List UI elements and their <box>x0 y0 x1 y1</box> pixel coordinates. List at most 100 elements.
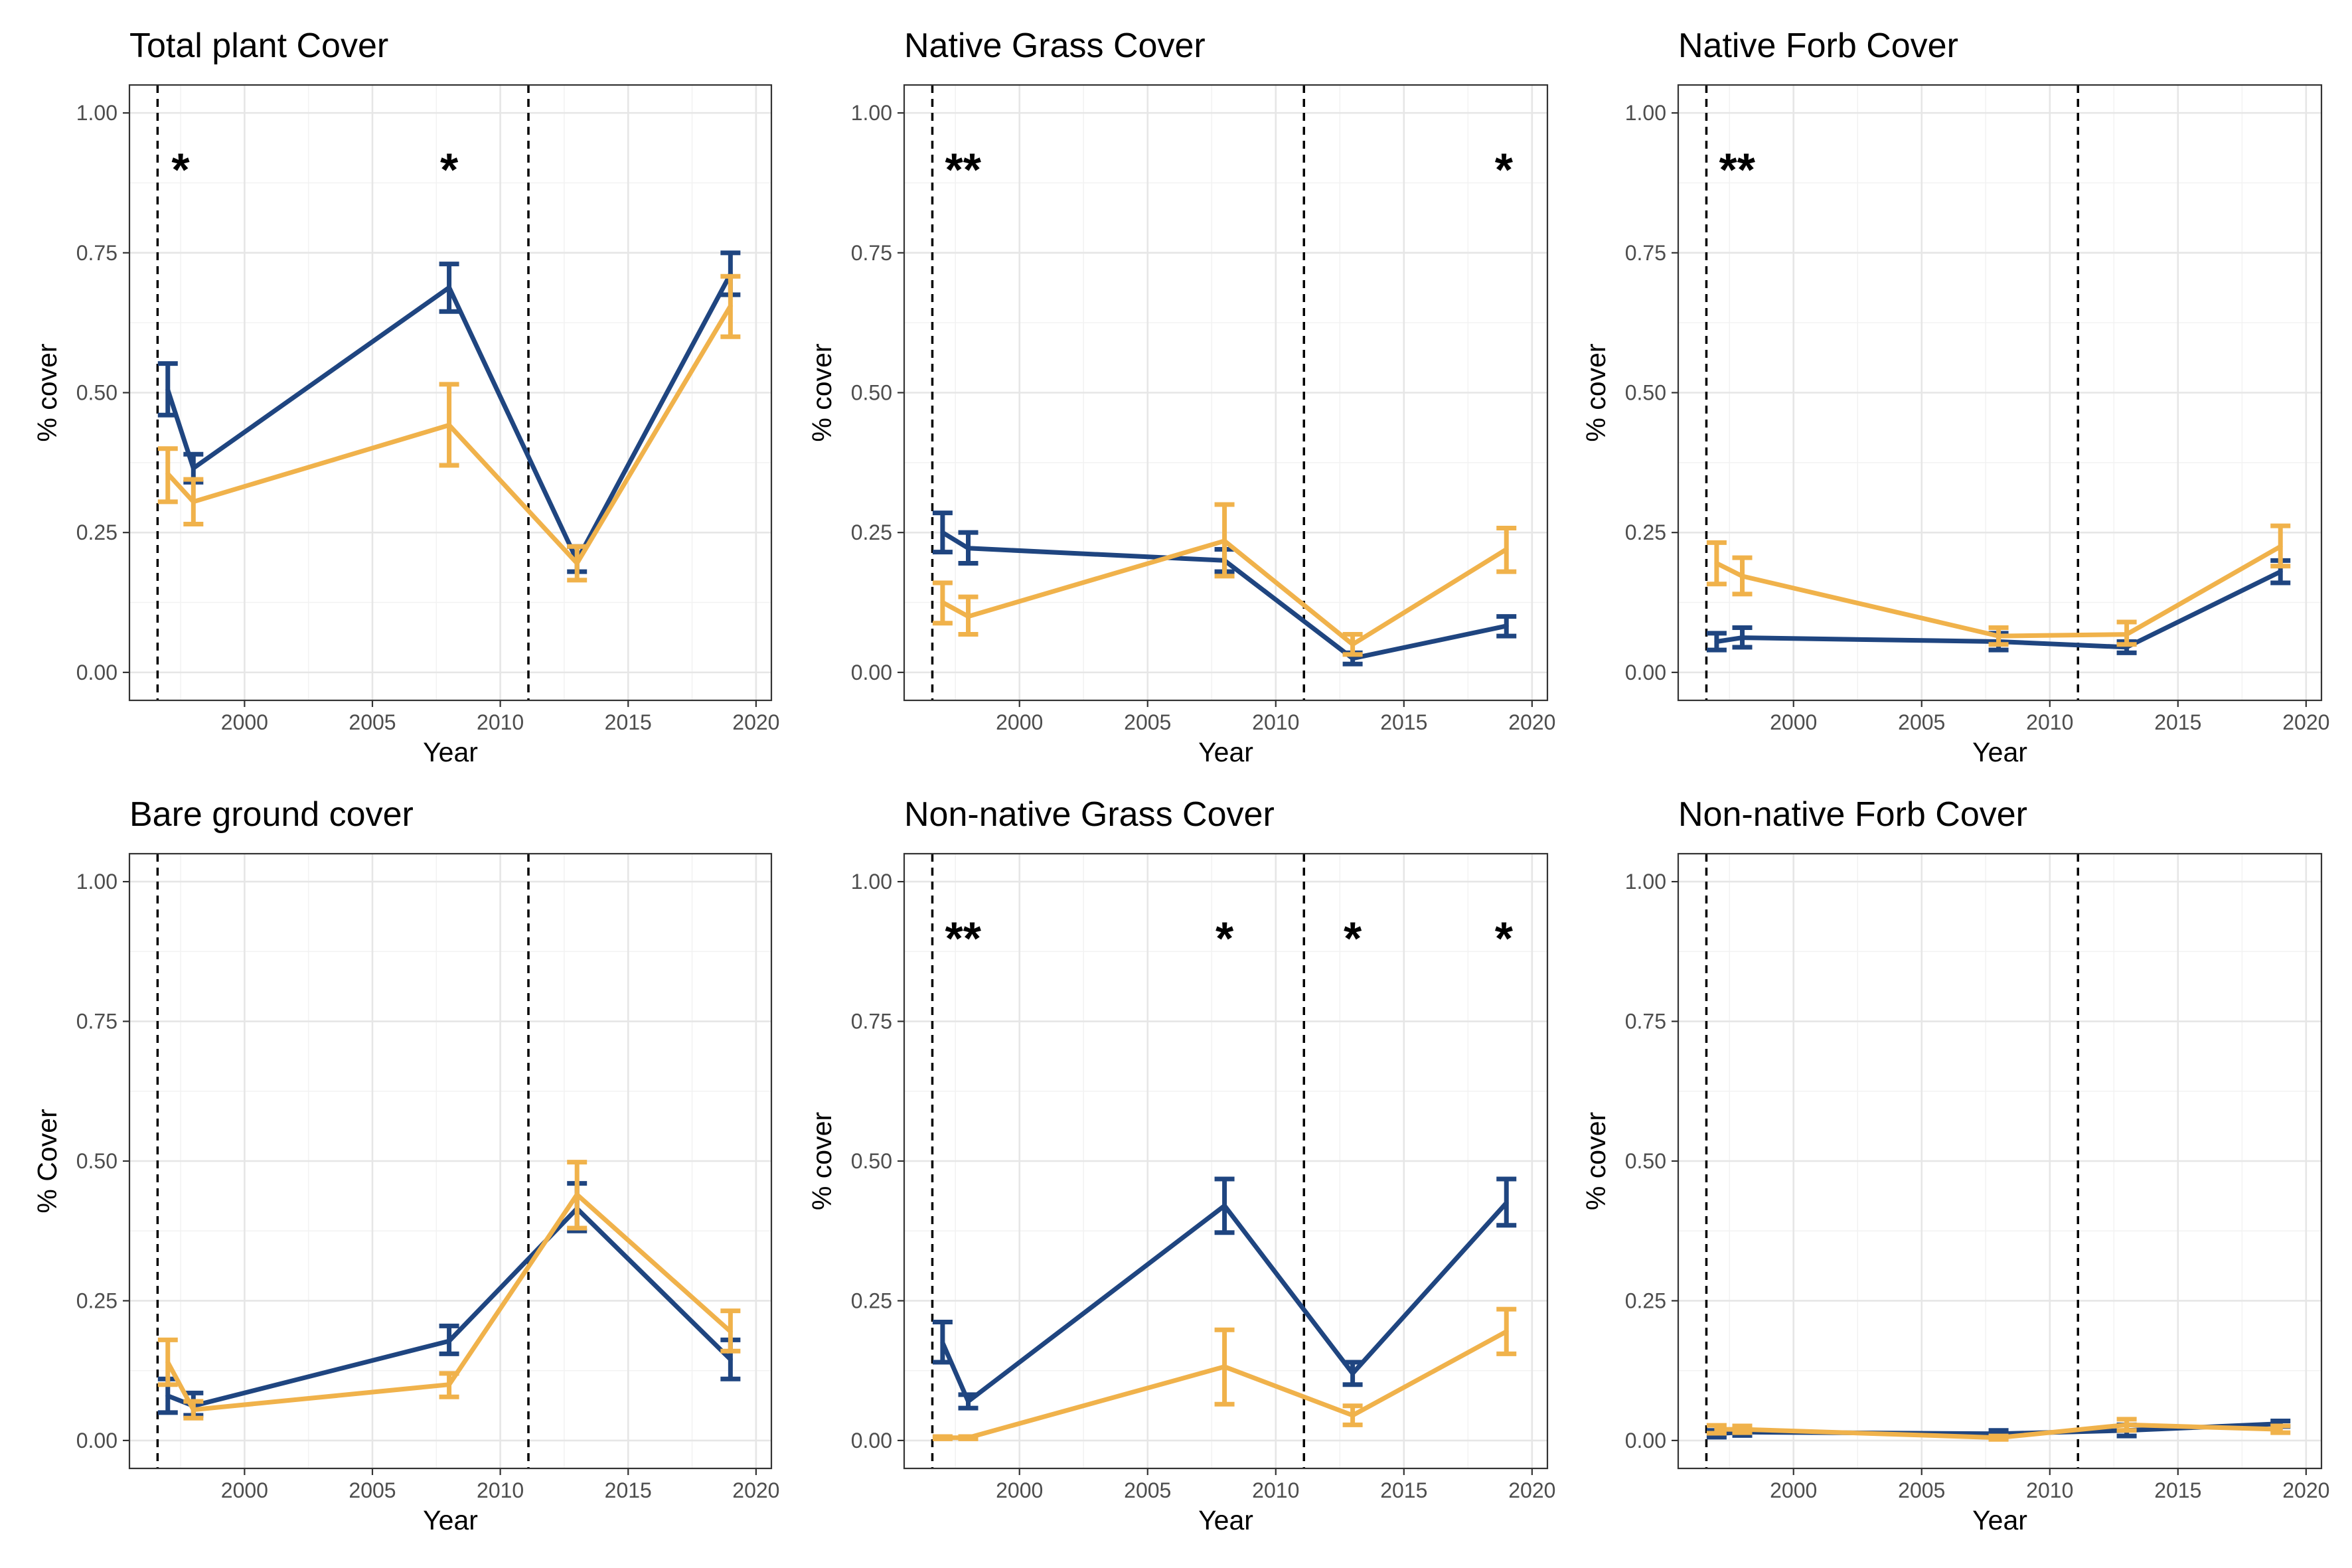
x-tick-label: 2020 <box>2282 1478 2329 1502</box>
y-tick-label: 0.50 <box>76 1149 118 1173</box>
y-tick-label: 0.75 <box>851 241 892 265</box>
panel-3: ** 0.00 0.25 0.50 0.75 1.00 2000 2005 2010 2015 20… <box>1581 27 2329 767</box>
x-axis-label: Year <box>1198 737 1253 767</box>
x-tick-label: 2015 <box>1380 710 1427 734</box>
y-tick-label: 0.25 <box>851 520 892 544</box>
significance-marker: ** <box>945 144 982 196</box>
y-tick-label: 1.00 <box>76 101 118 125</box>
significance-marker: * <box>1495 144 1514 196</box>
y-tick-label: 0.75 <box>1625 241 1666 265</box>
series-line-2 <box>165 1192 733 1413</box>
significance-marker: * <box>440 144 459 196</box>
x-tick-label: 2020 <box>1508 710 1555 734</box>
x-tick-label: 2015 <box>605 710 652 734</box>
y-tick-label: 1.00 <box>76 870 118 894</box>
x-tick-label: 2015 <box>605 1478 652 1502</box>
x-tick-label: 2015 <box>2154 710 2201 734</box>
y-tick-label: 1.00 <box>1625 101 1666 125</box>
x-tick-label: 2010 <box>2026 710 2073 734</box>
y-tick-label: 0.00 <box>76 1429 118 1452</box>
y-axis-label: % cover <box>32 343 62 441</box>
y-tick-label: 0.00 <box>1625 661 1666 684</box>
x-tick-label: 2010 <box>1252 1478 1299 1502</box>
x-axis-label: Year <box>1972 1505 2027 1535</box>
y-tick-label: 0.50 <box>1625 1149 1666 1173</box>
y-tick-label: 0.00 <box>851 661 892 684</box>
x-tick-label: 2000 <box>1770 710 1817 734</box>
y-tick-label: 0.25 <box>851 1289 892 1312</box>
y-tick-label: 0.00 <box>76 661 118 684</box>
y-tick-label: 0.50 <box>851 381 892 405</box>
panel-title: Bare ground cover <box>129 795 414 834</box>
y-tick-label: 0.50 <box>1625 381 1666 405</box>
significance-marker: * <box>1215 913 1234 965</box>
y-tick-label: 1.00 <box>851 870 892 894</box>
x-tick-label: 2005 <box>1124 1478 1171 1502</box>
x-tick-label: 2015 <box>2154 1478 2201 1502</box>
x-tick-label: 2005 <box>1898 710 1945 734</box>
x-axis-label: Year <box>1198 1505 1253 1535</box>
significance-marker: * <box>1495 913 1514 965</box>
y-tick-label: 0.00 <box>1625 1429 1666 1452</box>
x-tick-label: 2000 <box>221 710 268 734</box>
y-axis-label: % Cover <box>32 1109 62 1213</box>
y-axis-label: % cover <box>1581 1112 1611 1210</box>
x-tick-label: 2010 <box>2026 1478 2073 1502</box>
series-line-1 <box>940 1200 1509 1404</box>
x-tick-label: 2005 <box>349 710 396 734</box>
y-tick-label: 1.00 <box>1625 870 1666 894</box>
x-tick-label: 2015 <box>1380 1478 1427 1502</box>
x-tick-label: 2020 <box>1508 1478 1555 1502</box>
y-tick-label: 0.50 <box>851 1149 892 1173</box>
x-tick-label: 2005 <box>1124 710 1171 734</box>
x-axis-label: Year <box>1972 737 2027 767</box>
y-axis-label: % cover <box>1581 343 1611 441</box>
significance-marker: ** <box>945 913 982 965</box>
y-tick-label: 1.00 <box>851 101 892 125</box>
x-axis-label: Year <box>423 1505 478 1535</box>
x-tick-label: 2010 <box>477 710 524 734</box>
series-line-2 <box>1714 544 2283 639</box>
significance-marker: ** <box>1719 144 1756 196</box>
y-tick-label: 0.25 <box>1625 520 1666 544</box>
x-tick-label: 2020 <box>732 1478 779 1502</box>
series-line-2 <box>940 538 1509 647</box>
series-line-2 <box>940 1329 1509 1441</box>
panel-1: * * 0.00 0.25 0.50 0.75 1.00 2000 2005 2010 2015 20… <box>32 27 779 767</box>
y-tick-label: 0.75 <box>851 1010 892 1034</box>
y-tick-label: 0.25 <box>76 1289 118 1312</box>
y-tick-label: 0.75 <box>1625 1010 1666 1034</box>
y-axis-label: % cover <box>807 1112 837 1210</box>
panel-4: 0.00 0.25 0.50 0.75 1.00 2000 2005 2010 2015 2020… <box>32 795 779 1535</box>
series-line-2 <box>1714 1422 2283 1441</box>
panel-title: Non-native Forb Cover <box>1678 795 2027 834</box>
significance-marker: * <box>171 144 190 196</box>
x-tick-label: 2005 <box>349 1478 396 1502</box>
x-tick-label: 2020 <box>2282 710 2329 734</box>
y-tick-label: 0.00 <box>851 1429 892 1452</box>
x-axis-label: Year <box>423 737 478 767</box>
panel-title: Non-native Grass Cover <box>904 795 1275 834</box>
x-tick-label: 2005 <box>1898 1478 1945 1502</box>
panel-title: Total plant Cover <box>129 27 388 65</box>
panel-6: 0.00 0.25 0.50 0.75 1.00 2000 2005 2010 2015 2020… <box>1581 795 2329 1535</box>
x-tick-label: 2020 <box>732 710 779 734</box>
x-tick-label: 2000 <box>996 1478 1043 1502</box>
x-tick-label: 2000 <box>996 710 1043 734</box>
panel-title: Native Forb Cover <box>1678 27 1958 65</box>
y-tick-label: 0.75 <box>76 241 118 265</box>
panel-title: Native Grass Cover <box>904 27 1206 65</box>
y-tick-label: 0.50 <box>76 381 118 405</box>
x-tick-label: 2010 <box>1252 710 1299 734</box>
y-tick-label: 0.25 <box>1625 1289 1666 1312</box>
x-tick-label: 2000 <box>221 1478 268 1502</box>
y-tick-label: 0.25 <box>76 520 118 544</box>
y-tick-label: 0.75 <box>76 1010 118 1034</box>
series-line-2 <box>165 303 733 566</box>
series-line-1 <box>165 272 733 563</box>
significance-marker: * <box>1344 913 1362 965</box>
x-tick-label: 2000 <box>1770 1478 1817 1502</box>
